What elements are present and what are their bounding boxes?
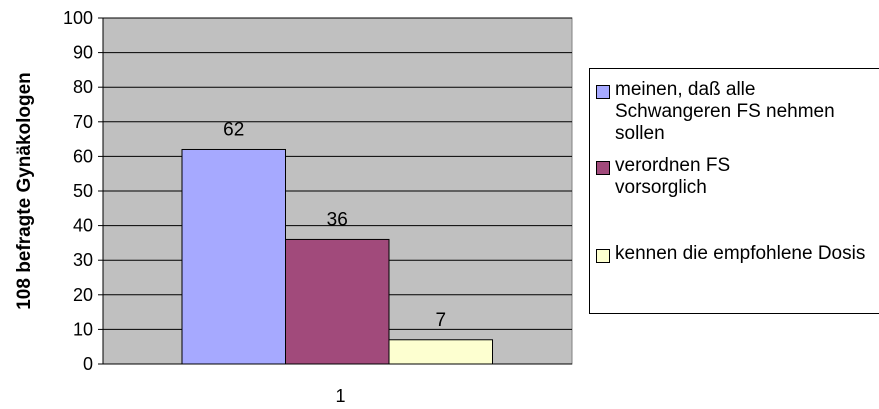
bar-0 <box>181 148 286 365</box>
y-tick-label: 10 <box>73 319 93 339</box>
y-tick-label: 100 <box>63 8 93 28</box>
bar-1 <box>285 238 390 365</box>
y-tick-label: 80 <box>73 77 93 97</box>
legend-swatch-2 <box>596 249 610 263</box>
y-tick-label: 30 <box>73 250 93 270</box>
bar-2 <box>388 339 493 365</box>
y-tick-label: 50 <box>73 181 93 201</box>
legend-swatch-1 <box>596 161 610 175</box>
legend-label-2: kennen die empfohlene Dosis <box>615 243 866 264</box>
y-axis-ticks: 0 10 20 30 40 50 60 70 80 90 100 <box>63 8 103 374</box>
y-tick-label: 0 <box>83 354 93 374</box>
legend-item-1: verordnen FS vorsorglich <box>596 155 815 199</box>
legend-label-0: meinen, daß alle Schwangeren FS nehmen s… <box>615 79 835 144</box>
gridlines <box>103 17 572 330</box>
data-labels: 62 36 7 <box>223 119 446 330</box>
y-tick-label: 40 <box>73 216 93 236</box>
y-axis-title: 108 befragte Gynäkologen <box>14 72 35 310</box>
legend-label-1: verordnen FS vorsorglich <box>615 155 731 198</box>
y-tick-label: 20 <box>73 285 93 305</box>
legend-item-2: kennen die empfohlene Dosis <box>596 243 879 265</box>
y-tick-label: 70 <box>73 112 93 132</box>
bars <box>181 148 493 365</box>
legend-item-0: meinen, daß alle Schwangeren FS nehmen s… <box>596 79 855 145</box>
data-label-0: 62 <box>223 119 244 140</box>
legend: meinen, daß alle Schwangeren FS nehmen s… <box>589 68 879 314</box>
y-tick-label: 60 <box>73 146 93 166</box>
data-label-1: 36 <box>327 209 348 230</box>
legend-swatch-0 <box>596 85 610 99</box>
x-tick-label: 1 <box>335 386 345 406</box>
y-tick-label: 90 <box>73 43 93 63</box>
data-label-2: 7 <box>435 310 446 331</box>
